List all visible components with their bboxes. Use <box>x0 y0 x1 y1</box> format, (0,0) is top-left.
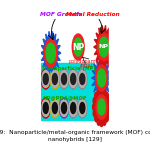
Text: Metal Reduction: Metal Reduction <box>66 12 120 16</box>
Circle shape <box>41 69 50 89</box>
Text: NP: NP <box>99 45 109 50</box>
Polygon shape <box>94 25 114 69</box>
Text: NP@PDA@MOF: NP@PDA@MOF <box>42 95 87 100</box>
Circle shape <box>97 118 100 125</box>
Circle shape <box>97 33 110 61</box>
Circle shape <box>60 70 68 87</box>
Circle shape <box>59 69 69 89</box>
Circle shape <box>51 70 59 87</box>
Circle shape <box>51 99 59 117</box>
Text: Figure 19:  Nanoparticle/metal-organic framework (MOF) core-shell
nanohybrids [1: Figure 19: Nanoparticle/metal-organic fr… <box>0 130 150 142</box>
Circle shape <box>99 37 108 57</box>
Bar <box>109 0 118 90</box>
Polygon shape <box>92 56 112 100</box>
Circle shape <box>97 89 100 96</box>
Circle shape <box>95 115 98 122</box>
Circle shape <box>43 74 48 84</box>
Circle shape <box>61 74 67 84</box>
Circle shape <box>103 118 106 125</box>
Circle shape <box>78 98 87 118</box>
Circle shape <box>96 95 107 119</box>
Circle shape <box>59 98 69 118</box>
Bar <box>41 63 94 91</box>
Circle shape <box>50 69 59 89</box>
Circle shape <box>93 97 96 104</box>
Circle shape <box>52 102 57 114</box>
Circle shape <box>44 39 57 67</box>
Circle shape <box>69 98 78 118</box>
Circle shape <box>74 38 82 56</box>
Circle shape <box>78 70 86 87</box>
Circle shape <box>42 99 50 117</box>
Text: MOF Growth: MOF Growth <box>40 12 81 16</box>
Circle shape <box>61 102 67 114</box>
Circle shape <box>72 34 84 60</box>
Circle shape <box>78 99 86 117</box>
Circle shape <box>105 92 108 99</box>
Circle shape <box>80 102 85 114</box>
Circle shape <box>93 110 96 117</box>
Circle shape <box>107 110 110 117</box>
Circle shape <box>103 89 106 96</box>
Circle shape <box>69 70 77 87</box>
Circle shape <box>105 115 108 122</box>
Circle shape <box>50 98 59 118</box>
Circle shape <box>107 103 110 111</box>
Polygon shape <box>41 31 61 75</box>
Circle shape <box>95 92 98 99</box>
Circle shape <box>107 97 110 104</box>
Text: Nanoparticle (NP): Nanoparticle (NP) <box>42 66 96 71</box>
Text: polydopamine
(PDA): polydopamine (PDA) <box>69 59 104 69</box>
Circle shape <box>98 99 105 115</box>
Circle shape <box>71 74 76 84</box>
Circle shape <box>97 69 106 87</box>
Circle shape <box>69 99 77 117</box>
Circle shape <box>42 70 50 87</box>
Circle shape <box>52 74 57 84</box>
Circle shape <box>41 98 50 118</box>
Circle shape <box>93 103 96 111</box>
Circle shape <box>60 99 68 117</box>
Circle shape <box>78 69 87 89</box>
Circle shape <box>71 102 76 114</box>
Circle shape <box>43 102 48 114</box>
Circle shape <box>80 74 85 84</box>
Circle shape <box>69 69 78 89</box>
Circle shape <box>46 43 55 63</box>
Text: NP: NP <box>72 42 84 51</box>
Circle shape <box>100 120 103 126</box>
Circle shape <box>96 65 108 91</box>
Bar <box>41 92 94 120</box>
Circle shape <box>100 87 103 94</box>
